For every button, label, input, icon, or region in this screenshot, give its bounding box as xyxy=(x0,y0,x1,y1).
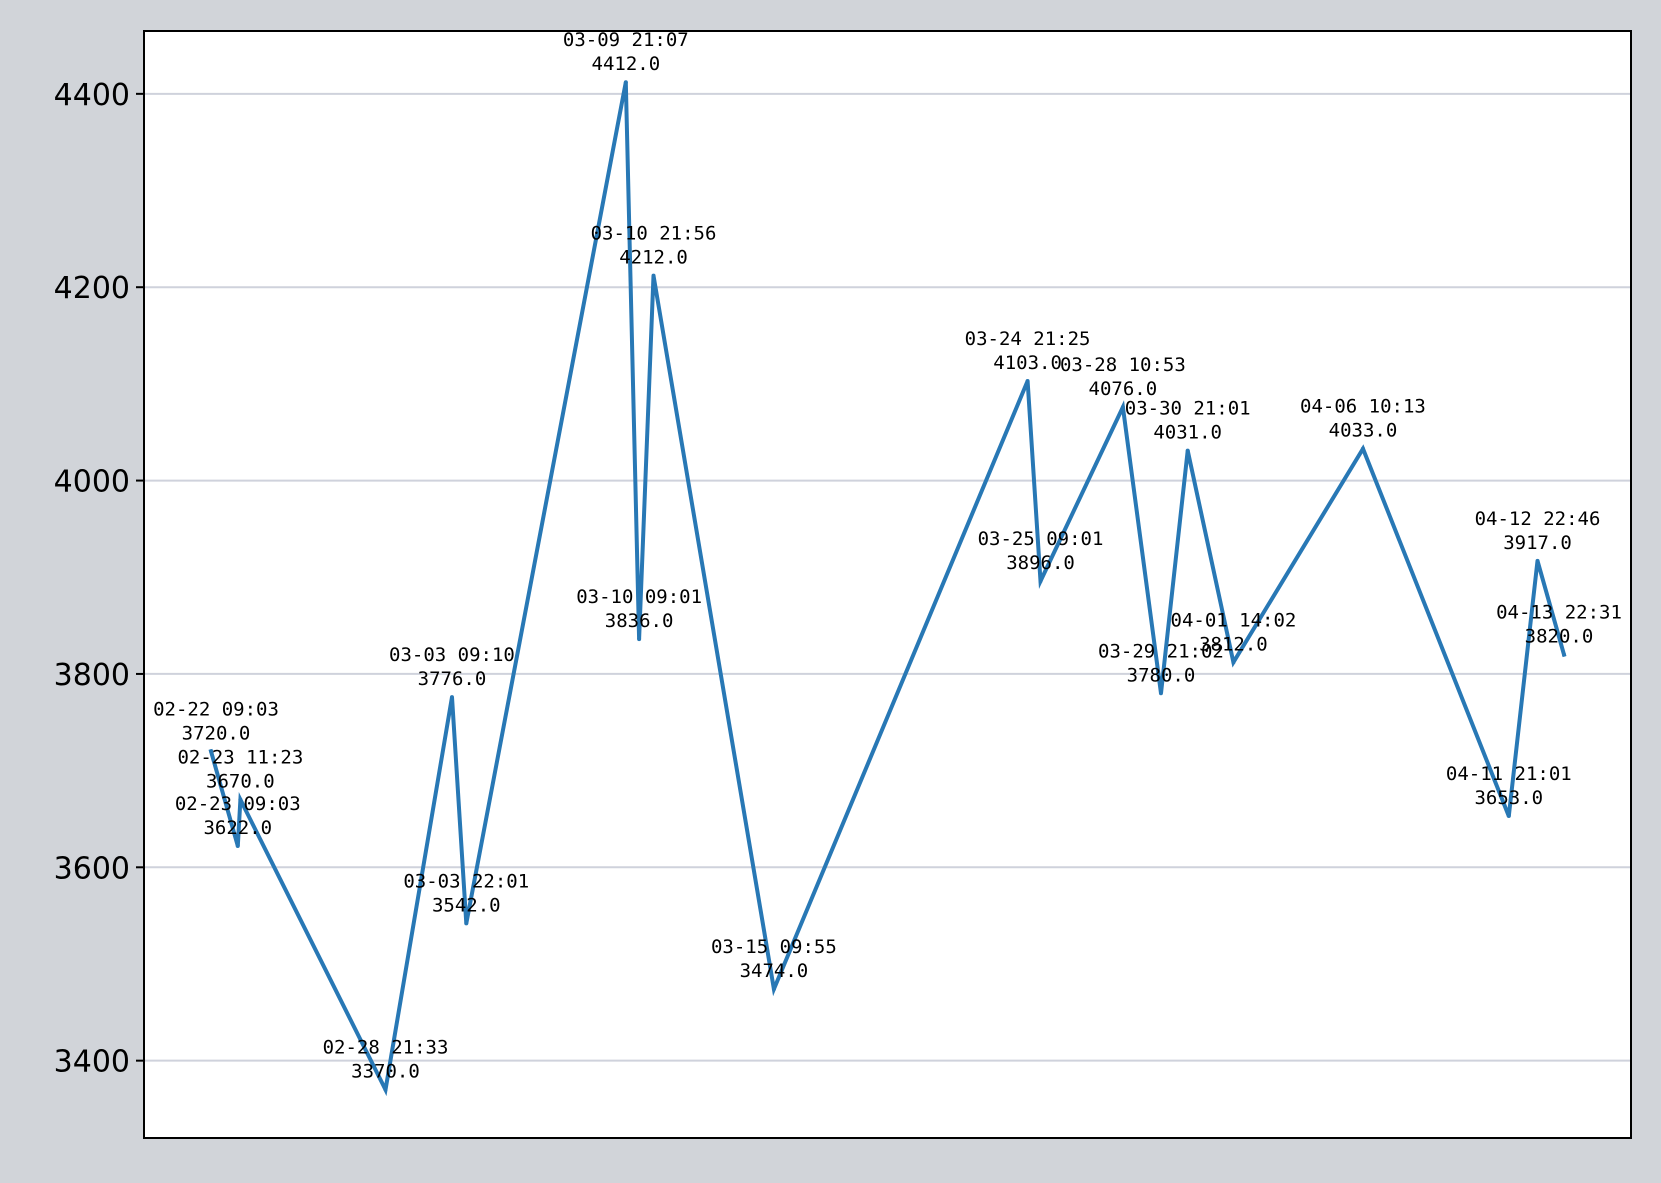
data-point xyxy=(449,695,454,700)
plot-frame xyxy=(143,30,1632,1139)
data-label-value: 3917.0 xyxy=(1503,532,1572,554)
data-point xyxy=(1120,405,1125,410)
data-point xyxy=(1038,579,1043,584)
data-label-value: 3820.0 xyxy=(1525,626,1594,648)
y-tick-label: 4200 xyxy=(54,271,130,306)
data-label-value: 4103.0 xyxy=(993,352,1062,374)
data-label-date: 03-24 21:25 xyxy=(965,328,1091,350)
data-label-date: 02-22 09:03 xyxy=(153,698,279,720)
y-tick-label: 4400 xyxy=(54,78,130,113)
data-point xyxy=(235,844,240,849)
data-label-date: 03-15 09:55 xyxy=(711,936,837,958)
data-label-value: 4412.0 xyxy=(592,53,661,75)
data-label-date: 04-06 10:13 xyxy=(1300,396,1426,418)
data-label-date: 02-23 11:23 xyxy=(177,747,303,769)
data-label-value: 3542.0 xyxy=(432,894,501,916)
y-tick-label: 4000 xyxy=(54,465,130,500)
data-label-date: 03-30 21:01 xyxy=(1125,398,1251,420)
data-point xyxy=(464,921,469,926)
data-label-date: 04-01 14:02 xyxy=(1171,609,1297,631)
data-label-value: 3720.0 xyxy=(182,722,251,744)
data-point xyxy=(1158,691,1163,696)
data-label-value: 3776.0 xyxy=(418,668,487,690)
data-label-value: 3836.0 xyxy=(605,610,674,632)
data-label-date: 02-28 21:33 xyxy=(323,1037,449,1059)
data-label-value: 3812.0 xyxy=(1199,633,1268,655)
data-label-value: 4212.0 xyxy=(619,247,688,269)
y-tick-label: 3400 xyxy=(54,1045,130,1080)
data-label-value: 4076.0 xyxy=(1089,378,1158,400)
data-point xyxy=(1535,558,1540,563)
data-label-value: 4033.0 xyxy=(1329,420,1398,442)
data-point xyxy=(1185,448,1190,453)
data-label-date: 03-25 09:01 xyxy=(978,528,1104,550)
data-point xyxy=(383,1087,388,1092)
data-point xyxy=(1506,814,1511,819)
data-label-date: 02-23 09:03 xyxy=(175,793,301,815)
data-point xyxy=(771,987,776,992)
data-label-value: 3653.0 xyxy=(1474,787,1543,809)
data-label-date: 03-03 22:01 xyxy=(403,870,529,892)
data-label-value: 4031.0 xyxy=(1153,422,1222,444)
data-label-value: 3670.0 xyxy=(206,771,275,793)
data-label-value: 3780.0 xyxy=(1127,664,1196,686)
plot-area xyxy=(144,31,1631,1138)
data-label-value: 3474.0 xyxy=(740,960,809,982)
data-point xyxy=(637,637,642,642)
data-label-value: 3370.0 xyxy=(351,1061,420,1083)
data-point xyxy=(1562,652,1566,657)
y-tick-label: 3800 xyxy=(54,658,130,693)
data-point xyxy=(651,273,656,278)
data-label-date: 04-13 22:31 xyxy=(1496,602,1622,624)
data-point xyxy=(1360,446,1365,451)
data-point xyxy=(209,749,213,754)
series-line xyxy=(208,81,1567,1097)
data-point xyxy=(623,80,628,85)
data-label-date: 03-03 09:10 xyxy=(389,644,515,666)
data-label-date: 03-10 21:56 xyxy=(591,223,717,245)
data-label-value: 3896.0 xyxy=(1006,552,1075,574)
data-label-date: 04-11 21:01 xyxy=(1446,763,1572,785)
y-tick-label: 3600 xyxy=(54,851,130,886)
data-label-date: 03-29 21:02 xyxy=(1098,640,1224,662)
data-label-date: 04-12 22:46 xyxy=(1475,508,1601,530)
data-point xyxy=(238,797,243,802)
data-label-value: 3622.0 xyxy=(203,817,272,839)
data-label-date: 03-10 09:01 xyxy=(576,586,702,608)
data-point xyxy=(1025,378,1030,383)
data-point xyxy=(1231,660,1236,665)
data-label-date: 03-28 10:53 xyxy=(1060,354,1186,376)
data-label-date: 03-09 21:07 xyxy=(563,29,689,51)
